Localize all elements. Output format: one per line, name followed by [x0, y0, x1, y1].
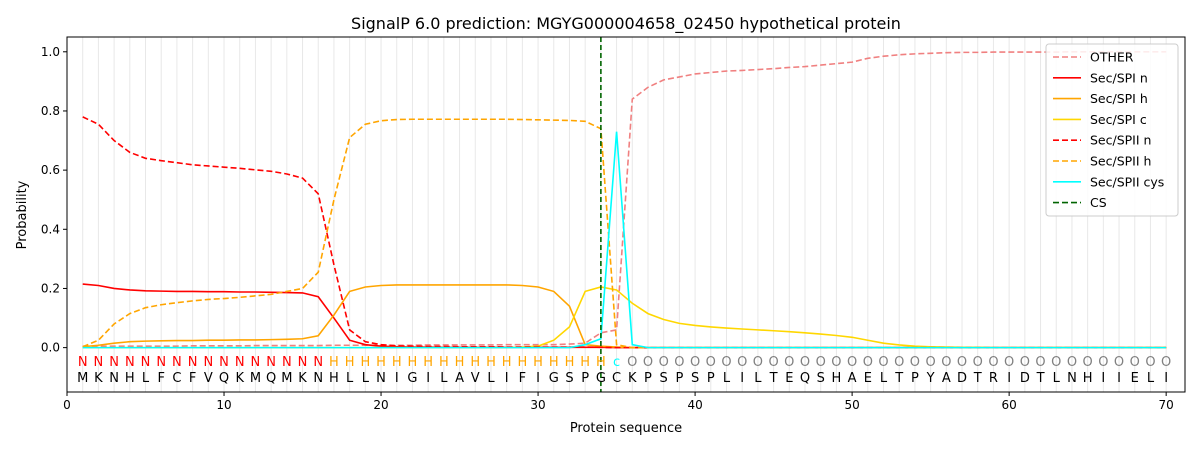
legend-label: Sec/SPI n [1090, 70, 1148, 85]
series-line-other [82, 50, 1167, 347]
series-line-sec-spi-h [82, 284, 1167, 349]
plot-frame [66, 36, 1186, 393]
legend-label: Sec/SPII cys [1090, 174, 1164, 189]
legend-label: Sec/SPI h [1090, 91, 1148, 106]
x-tick-label: 70 [1159, 398, 1174, 412]
legend-label: Sec/SPII n [1090, 133, 1151, 148]
legend-label: OTHER [1090, 50, 1134, 65]
series-line-sec-spii-cys [82, 131, 1167, 349]
x-tick-label: 0 [63, 398, 71, 412]
y-tick-label: 0.2 [41, 281, 60, 295]
x-tick-label: 20 [373, 398, 388, 412]
x-tick-label: 40 [687, 398, 702, 412]
legend-label: Sec/SPII h [1090, 154, 1151, 169]
x-axis-label: Protein sequence [570, 421, 682, 436]
y-tick-label: 0.4 [41, 222, 60, 236]
series-line-sec-spi-n [82, 283, 1167, 349]
y-tick-label: 1.0 [41, 45, 60, 59]
legend-label: Sec/SPI c [1090, 112, 1147, 127]
x-tick-label: 60 [1001, 398, 1016, 412]
legend-box [1045, 43, 1179, 217]
chart-title: SignalP 6.0 prediction: MGYG000004658_02… [351, 14, 901, 34]
legend: OTHER Sec/SPI n Sec/SPI h Sec/SPI c Sec/SPII… [1045, 43, 1179, 217]
legend-label: CS [1090, 195, 1107, 210]
y-tick-label: 0.6 [41, 163, 60, 177]
x-tick-label: 10 [216, 398, 231, 412]
x-tick-label: 30 [530, 398, 545, 412]
y-axis-label: Probability [15, 180, 30, 249]
y-tick-label: 0.8 [41, 104, 60, 118]
y-tick-label: 0.0 [41, 341, 60, 355]
x-tick-label: 50 [844, 398, 859, 412]
